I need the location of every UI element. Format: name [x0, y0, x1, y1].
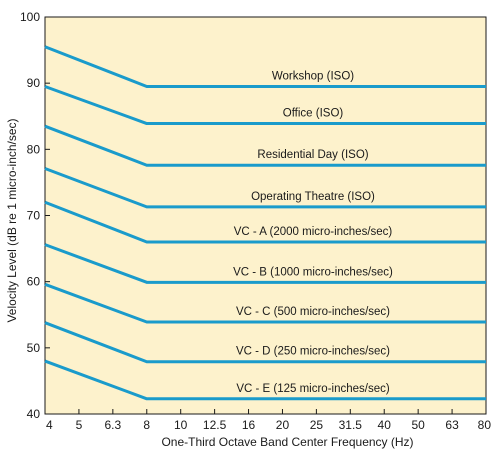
series-line	[44, 167, 486, 209]
series-label: Operating Theatre (ISO)	[251, 191, 375, 203]
series-line	[44, 282, 486, 324]
x-axis-title: One-Third Octave Band Center Frequency (…	[161, 435, 413, 449]
series-label: VC - E (125 micro-inches/sec)	[236, 383, 390, 395]
series-line	[44, 200, 486, 244]
series-label: VC - D (250 micro-inches/sec)	[236, 346, 390, 358]
series-label: VC - B (1000 micro-inches/sec)	[233, 266, 393, 278]
series-line	[44, 45, 486, 88]
x-tick-label: 5	[76, 418, 83, 432]
x-tick-label: 4	[46, 418, 53, 432]
x-tick-label: 20	[276, 418, 290, 432]
x-tick-label: 10	[174, 418, 188, 432]
y-tick-label: 70	[27, 209, 41, 223]
x-tick-label: 63	[445, 418, 459, 432]
series-label: VC - A (2000 micro-inches/sec)	[234, 226, 393, 238]
series-label: Office (ISO)	[283, 108, 344, 120]
x-tick-label: 50	[411, 418, 425, 432]
series-line	[44, 85, 486, 126]
series-labels: Workshop (ISO) Office (ISO) Residential Da…	[233, 70, 393, 394]
x-tick-label: 31.5	[339, 418, 363, 432]
series-label: Residential Day (ISO)	[257, 149, 368, 161]
series-lines	[44, 45, 486, 401]
x-tick-label: 8	[143, 418, 150, 432]
series-label: Workshop (ISO)	[272, 70, 354, 82]
y-tick-label: 100	[20, 10, 40, 24]
x-tick-label: 25	[310, 418, 324, 432]
y-tick-label: 60	[27, 275, 41, 289]
y-axis-ticks: 40 50 60 70 80 90 100	[20, 10, 50, 421]
y-tick-label: 80	[27, 142, 41, 156]
x-tick-label: 16	[242, 418, 256, 432]
plot-area	[44, 16, 487, 415]
x-tick-label: 12.5	[203, 418, 227, 432]
y-tick-label: 90	[27, 76, 41, 90]
y-axis-title: Velocity Level (dB re 1 micro-inch/sec)	[5, 118, 19, 322]
series-label: VC - C (500 micro-inches/sec)	[236, 306, 390, 318]
y-tick-label: 40	[27, 407, 41, 421]
series-line	[44, 243, 486, 284]
series-line	[44, 359, 486, 401]
x-axis-ticks: 4 5 6.3 8 10 12.5 16 20 25 31.5 40 50 63 80	[44, 409, 492, 432]
x-tick-label: 80	[478, 418, 492, 432]
series-line	[44, 321, 486, 364]
y-tick-label: 50	[27, 341, 41, 355]
x-tick-label: 6.3	[105, 418, 122, 432]
x-tick-label: 40	[378, 418, 392, 432]
series-line	[44, 124, 486, 167]
